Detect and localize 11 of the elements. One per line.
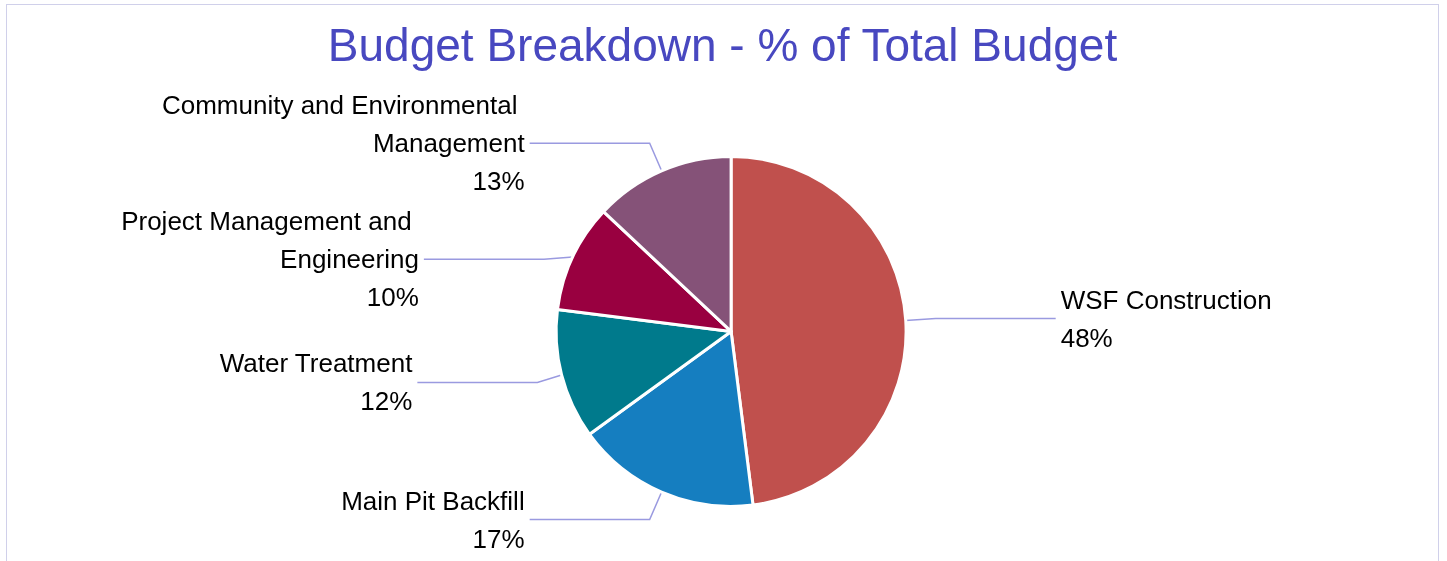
- slice-label: Project Management and Engineering: [121, 206, 419, 275]
- data-label: 12%: [360, 386, 413, 417]
- data-label: 17%: [472, 523, 525, 554]
- slice-label: WSF Construction: [1060, 284, 1272, 315]
- data-label: 48%: [1060, 322, 1113, 353]
- slice-label: Water Treatment: [219, 348, 414, 379]
- data-label: 13%: [472, 166, 525, 197]
- slice-label: Main Pit Backfill: [341, 485, 525, 516]
- chart-title: Budget Breakdown - % of Total Budget: [327, 19, 1118, 71]
- data-label: 10%: [366, 282, 419, 313]
- slice-label: Community and Environmental Management: [161, 90, 526, 159]
